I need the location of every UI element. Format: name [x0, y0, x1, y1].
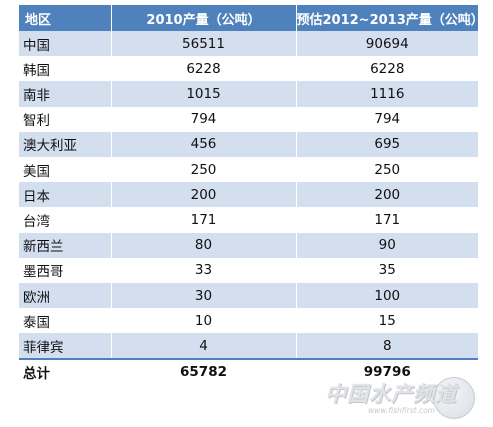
estimate-cell: 200 — [295, 182, 478, 208]
total-estimate: 99796 — [295, 357, 478, 384]
table-row: 中国 56511 90694 — [19, 31, 478, 57]
estimate-cell: 794 — [295, 106, 478, 132]
region-cell: 澳大利亚 — [23, 138, 77, 155]
region-cell: 墨西哥 — [23, 264, 64, 281]
total-row: 总计 65782 99796 — [19, 357, 478, 384]
estimate-cell: 35 — [295, 257, 478, 284]
table-row: 智利 794 794 — [19, 106, 478, 132]
table-row: 南非 1015 1116 — [19, 81, 478, 107]
table-row: 泰国 10 15 — [19, 308, 478, 334]
region-cell: 欧洲 — [23, 289, 50, 306]
region-cell: 美国 — [23, 163, 50, 180]
output-2010-cell: 1015 — [110, 81, 296, 107]
table-row: 新西兰 80 90 — [19, 232, 478, 258]
output-2010-cell: 456 — [110, 131, 296, 158]
region-cell: 日本 — [23, 188, 50, 205]
header-2010-output: 2010产量（公吨） — [110, 5, 296, 31]
output-2010-cell: 6228 — [110, 56, 296, 82]
watermark-text: 中国水产频道 — [325, 381, 457, 406]
estimate-cell: 90694 — [295, 31, 478, 57]
table-row: 日本 200 200 — [19, 182, 478, 208]
output-2010-cell: 10 — [110, 308, 296, 334]
output-2010-cell: 250 — [110, 157, 296, 183]
region-cell: 新西兰 — [23, 239, 64, 256]
globe-logo-icon — [433, 377, 475, 419]
region-cell: 韩国 — [23, 62, 50, 79]
region-cell: 中国 — [23, 37, 50, 54]
table-row: 台湾 171 171 — [19, 207, 478, 233]
total-label: 总计 — [19, 357, 111, 384]
output-2010-cell: 33 — [110, 257, 296, 284]
table-row: 欧洲 30 100 — [19, 283, 478, 309]
output-2010-cell: 30 — [110, 283, 296, 309]
output-2010-cell: 56511 — [110, 31, 296, 57]
output-2010-cell: 80 — [110, 232, 296, 258]
estimate-cell: 695 — [295, 131, 478, 158]
estimate-cell: 15 — [295, 308, 478, 334]
table-header-row: 地区 2010产量（公吨） 预估2012~2013产量（公吨） — [19, 5, 484, 31]
estimate-cell: 171 — [295, 207, 478, 233]
output-2010-cell: 4 — [110, 333, 296, 359]
table-row: 菲律宾 4 8 — [19, 333, 478, 359]
region-cell: 台湾 — [23, 214, 50, 231]
header-2012-2013-estimate: 预估2012~2013产量（公吨） — [295, 5, 484, 31]
estimate-cell: 1116 — [295, 81, 478, 107]
estimate-cell: 100 — [295, 283, 478, 309]
table-row: 美国 250 250 — [19, 157, 478, 183]
table-row: 澳大利亚 456 695 — [19, 131, 478, 158]
table-row: 韩国 6228 6228 — [19, 56, 478, 82]
estimate-cell: 250 — [295, 157, 478, 183]
data-table: 地区 2010产量（公吨） 预估2012~2013产量（公吨） 中国 56511… — [19, 5, 484, 384]
header-region: 地区 — [25, 12, 52, 28]
estimate-cell: 8 — [295, 333, 478, 359]
table-row: 墨西哥 33 35 — [19, 257, 478, 284]
estimate-cell: 90 — [295, 232, 478, 258]
output-2010-cell: 794 — [110, 106, 296, 132]
region-cell: 智利 — [23, 113, 50, 130]
production-table: 地区 2010产量（公吨） 预估2012~2013产量（公吨） 中国 56511… — [19, 5, 484, 384]
region-cell: 菲律宾 — [23, 339, 64, 356]
watermark: 中国水产频道 www.fishfirst.com — [300, 377, 475, 421]
estimate-cell: 6228 — [295, 56, 478, 82]
watermark-url: www.fishfirst.com — [368, 406, 435, 415]
region-cell: 南非 — [23, 88, 50, 104]
region-cell: 泰国 — [23, 314, 50, 331]
output-2010-cell: 200 — [110, 182, 296, 208]
total-2010-output: 65782 — [110, 357, 296, 384]
output-2010-cell: 171 — [110, 207, 296, 233]
